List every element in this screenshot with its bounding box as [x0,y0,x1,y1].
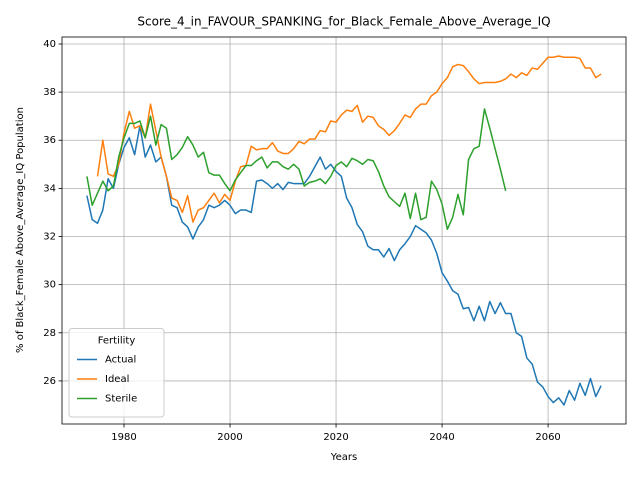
y-tick-label: 38 [43,87,56,98]
y-tick-label: 40 [43,39,56,50]
y-tick-label: 28 [43,328,56,339]
series-line [86,125,602,406]
y-axis-label: % of Black_Female Above_Average_IQ Popul… [15,107,26,353]
x-tick-label: 1980 [111,432,136,443]
series-line [86,108,507,231]
x-axis-label: Years [330,452,357,463]
x-tick-label: 2000 [217,432,242,443]
legend-label: Ideal [105,374,129,385]
legend-box [68,328,165,418]
legend-title: Fertility [98,336,136,347]
y-tick-label: 32 [43,232,56,243]
y-tick-label: 30 [43,280,56,291]
legend-label: Sterile [105,394,137,405]
series-line [96,55,602,223]
legend-label: Actual [105,355,136,366]
chart-title: Score_4_in_FAVOUR_SPANKING_for_Black_Fem… [137,15,550,29]
x-tick-label: 2020 [323,432,348,443]
x-tick-label: 2060 [535,432,560,443]
y-tick-label: 34 [43,183,56,194]
plot-frame [61,36,627,425]
y-tick-label: 36 [43,135,56,146]
legend: Fertility Actual Ideal Sterile [68,328,165,418]
y-tick-label: 26 [43,376,56,387]
x-tick-label: 2040 [429,432,454,443]
